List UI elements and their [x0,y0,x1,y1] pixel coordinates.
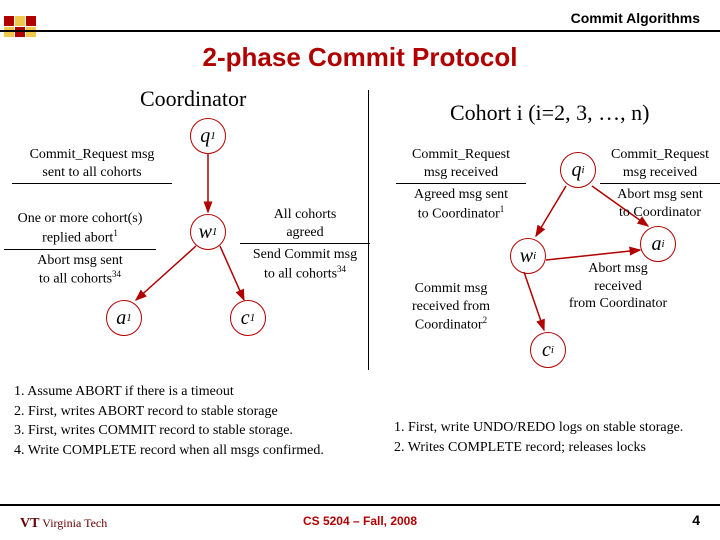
slide-title: 2-phase Commit Protocol [0,42,720,73]
state-ai: ai [640,226,676,262]
notes-coordinator: 1. Assume ABORT if there is a timeout2. … [14,382,324,460]
state-wi: wi [510,238,546,274]
header-rule [0,30,720,32]
state-a1: a1 [106,300,142,336]
state-w1: w1 [190,214,226,250]
transition-t_w1_a1: One or more cohort(s)replied abort1Abort… [4,210,156,288]
section-label: Commit Algorithms [571,10,700,26]
corner-logo [4,16,36,37]
cohort-label: Cohort i (i=2, 3, …, n) [450,100,649,126]
transition-t_wi_ai: Abort msgreceivedfrom Coordinator [558,260,678,313]
transition-t_qi_wi_left: Commit_Requestmsg receivedAgreed msg sen… [396,146,526,223]
state-q1: q1 [190,118,226,154]
state-c1: c1 [230,300,266,336]
state-ci: ci [530,332,566,368]
transition-t_w1_c1: All cohortsagreedSend Commit msgto all c… [240,206,370,283]
state-qi: qi [560,152,596,188]
footer-course: CS 5204 – Fall, 2008 [0,514,720,528]
transition-t_qi_ai_right: Commit_Requestmsg receivedAbort msg sent… [600,146,720,221]
transition-t_wi_ci: Commit msgreceived fromCoordinator2 [396,280,506,334]
footer-rule [0,504,720,506]
slide-number: 4 [692,512,700,528]
notes-cohort: 1. First, write UNDO/REDO logs on stable… [394,418,683,457]
transition-t_q1_w1_left: Commit_Request msgsent to all cohorts [12,146,172,186]
coordinator-label: Coordinator [140,86,246,112]
